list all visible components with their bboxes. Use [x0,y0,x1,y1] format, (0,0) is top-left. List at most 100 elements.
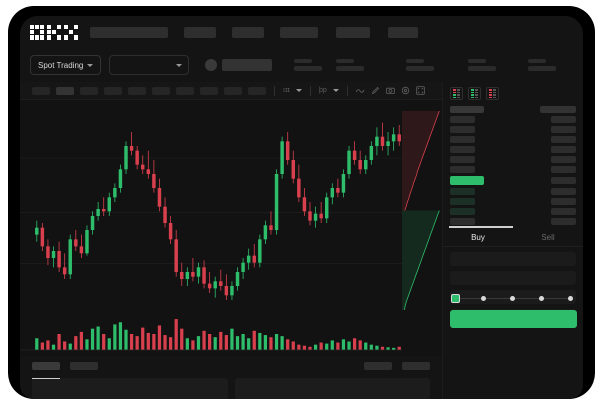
orders-panel [20,356,442,399]
logo-glyph-x [64,24,78,40]
chart-type-icon[interactable]: þр [318,87,327,94]
chart-toolbar: ıɪɪ þр [20,82,442,100]
orderbook-trade-column: Buy Sell [442,82,583,399]
table-row[interactable] [450,136,576,143]
stat-volume-label [406,59,425,63]
table-row[interactable] [450,146,576,153]
pencil-icon[interactable] [371,86,380,95]
active-tab-indicator [32,378,60,379]
stat-low-label [468,59,487,63]
tablet-device-frame: Spot Trading [8,6,595,399]
camera-icon[interactable] [385,86,395,95]
depth-chart-overlay [402,111,442,310]
table-row[interactable] [450,156,576,163]
bottom-action-2[interactable] [402,362,430,370]
nav-item-1[interactable] [90,26,168,38]
stat-low-value [468,66,497,71]
slider-step-100[interactable] [568,296,573,301]
stat-change [294,59,323,71]
timeframe-0[interactable] [32,86,50,95]
fullscreen-icon[interactable] [415,86,425,95]
chevron-down-icon [87,63,94,67]
slider-step-75[interactable] [539,296,544,301]
candlestick-chart[interactable] [20,100,442,310]
table-row[interactable] [450,188,576,195]
timeframe-5[interactable] [152,86,170,95]
timeframe-7[interactable] [200,86,218,95]
orderbook-asks-icon[interactable] [486,87,499,100]
timeframe-3[interactable] [104,86,122,95]
bottom-tab-history[interactable] [70,362,98,370]
nav-item-3[interactable] [232,26,264,38]
tab-sell[interactable]: Sell [541,233,555,242]
slider-handle[interactable] [451,294,460,303]
indicator-text-icon[interactable]: ıɪɪ [283,87,290,94]
okx-logo-icon[interactable] [30,24,78,40]
orderbook-bids-icon[interactable] [468,87,481,100]
logo-glyph-k [47,24,61,40]
stat-change-value [294,66,323,71]
buy-sell-tabs: Buy Sell [443,226,583,247]
timeframe-4[interactable] [128,86,146,95]
timeframe-2[interactable] [80,86,98,95]
nav-item-6[interactable] [388,26,418,38]
stat-low [468,59,497,71]
buy-tab-indicator [449,226,513,228]
pair-name-placeholder [222,59,273,71]
top-navigation-bar [20,16,583,48]
bottom-panel-left[interactable] [32,378,228,399]
table-row[interactable] [450,116,576,123]
table-row[interactable] [450,198,576,205]
table-row[interactable] [450,126,576,133]
amount-slider[interactable] [451,294,576,304]
orderbook-both-icon[interactable] [450,87,463,100]
trading-mode-selector[interactable]: Spot Trading [30,55,102,75]
stat-high [336,59,365,71]
nav-item-2[interactable] [184,26,216,38]
slider-step-25[interactable] [481,296,486,301]
buy-submit-button[interactable] [450,310,577,328]
orderbook-last-price-row[interactable] [450,176,576,185]
toolbar-divider [346,85,348,96]
orderbook-list[interactable] [443,104,583,225]
tab-buy[interactable]: Buy [471,233,485,242]
table-row[interactable] [450,166,576,173]
wave-line-icon[interactable] [355,87,365,95]
chevron-down-icon [176,63,183,67]
stat-high-label [336,59,355,63]
table-row[interactable] [450,218,576,225]
nav-item-4[interactable] [280,26,318,38]
orderbook-view-modes [443,82,583,104]
bottom-panel-right[interactable] [234,378,430,399]
timeframe-8[interactable] [224,86,242,95]
slider-step-50[interactable] [510,296,515,301]
stat-volume-value [406,66,435,71]
stat-high-value [336,66,365,71]
orderbook-header-row [450,106,576,113]
timeframe-9[interactable] [248,86,266,95]
stat-turnover-value [528,66,557,71]
orderbook-col-size [540,106,576,113]
gear-icon[interactable] [401,86,410,95]
chevron-down-icon[interactable] [295,89,302,92]
orders-tabs [20,356,442,370]
chevron-down-icon[interactable] [332,89,339,92]
amount-field[interactable] [450,271,576,285]
bottom-tab-open-orders[interactable] [32,362,60,370]
logo-glyph-o [30,24,44,40]
trading-mode-label: Spot Trading [38,60,84,70]
timeframe-6[interactable] [176,86,194,95]
price-chart-area[interactable] [20,100,442,356]
nav-item-5[interactable] [336,26,370,38]
stat-volume [406,59,435,71]
stat-change-label [294,59,313,63]
volume-histogram [20,319,402,351]
coin-avatar-icon [205,59,218,71]
stat-turnover-label [528,59,547,63]
timeframe-1[interactable] [56,86,74,95]
price-field[interactable] [450,252,576,266]
trading-pair-selector[interactable] [109,55,190,75]
bottom-action-1[interactable] [364,362,392,370]
toolbar-divider [274,85,275,96]
table-row[interactable] [450,208,576,215]
